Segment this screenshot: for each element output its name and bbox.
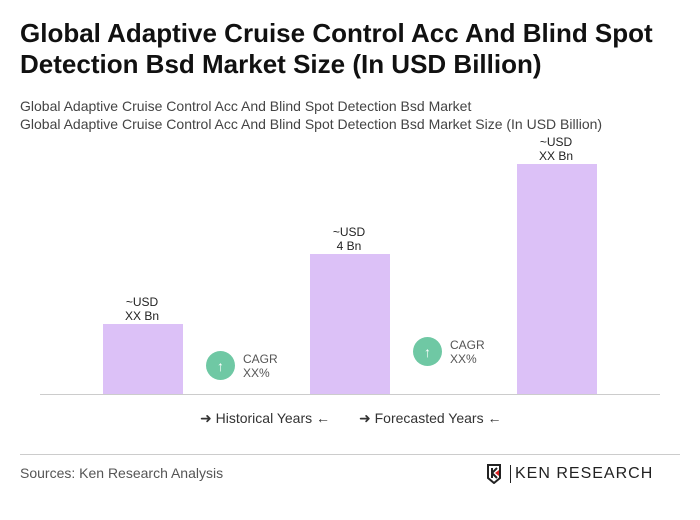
bar-3 xyxy=(517,164,597,394)
legend-historical-label: Historical Years xyxy=(215,410,313,426)
cagr-2-label: CAGR xyxy=(450,337,485,352)
arrow-right-icon: ➜ xyxy=(359,410,371,426)
logo-text: KEN RESEARCH xyxy=(510,465,653,483)
bar-label-3-line2: XX Bn xyxy=(538,149,574,163)
cagr-badge-1: ↑ CAGR XX% xyxy=(206,351,278,380)
footer-divider xyxy=(20,454,680,455)
bar-1 xyxy=(103,324,183,394)
x-axis xyxy=(40,394,660,395)
bar-2 xyxy=(310,254,390,394)
bar-label-2-line1: ~USD xyxy=(332,225,366,239)
arrow-left-icon: ← xyxy=(487,410,502,426)
arrow-up-icon: ↑ xyxy=(206,351,235,380)
bar-label-1: ~USD XX Bn xyxy=(92,295,192,323)
cagr-1-label: CAGR xyxy=(243,351,278,366)
chart-subtitle-2: Global Adaptive Cruise Control Acc And B… xyxy=(20,116,603,132)
arrow-up-icon: ↑ xyxy=(413,337,442,366)
cagr-2-value: XX% xyxy=(450,351,477,366)
chart-subtitle: Global Adaptive Cruise Control Acc And B… xyxy=(20,98,472,114)
ken-research-logo: KEN RESEARCH xyxy=(486,464,653,484)
legend-forecasted: ➜ Forecasted Years ← xyxy=(359,410,501,427)
legend-historical: ➜ Historical Years ← xyxy=(200,410,330,427)
legend-forecasted-label: Forecasted Years xyxy=(374,410,484,426)
bar-label-1-line1: ~USD xyxy=(125,295,159,309)
logo-icon xyxy=(487,464,501,484)
source-text: Sources: Ken Research Analysis xyxy=(20,465,224,481)
bar-label-2-line2: 4 Bn xyxy=(336,239,362,253)
bar-label-3: ~USD XX Bn xyxy=(506,135,606,163)
cagr-1-value: XX% xyxy=(243,365,270,380)
bar-label-2: ~USD 4 Bn xyxy=(299,225,399,253)
chart-title: Global Adaptive Cruise Control Acc And B… xyxy=(20,18,653,79)
cagr-badge-2: ↑ CAGR XX% xyxy=(413,337,485,366)
arrow-right-icon: ➜ xyxy=(200,410,212,426)
bar-label-3-line1: ~USD xyxy=(539,135,573,149)
arrow-left-icon: ← xyxy=(316,410,331,426)
bar-label-1-line2: XX Bn xyxy=(124,309,160,323)
